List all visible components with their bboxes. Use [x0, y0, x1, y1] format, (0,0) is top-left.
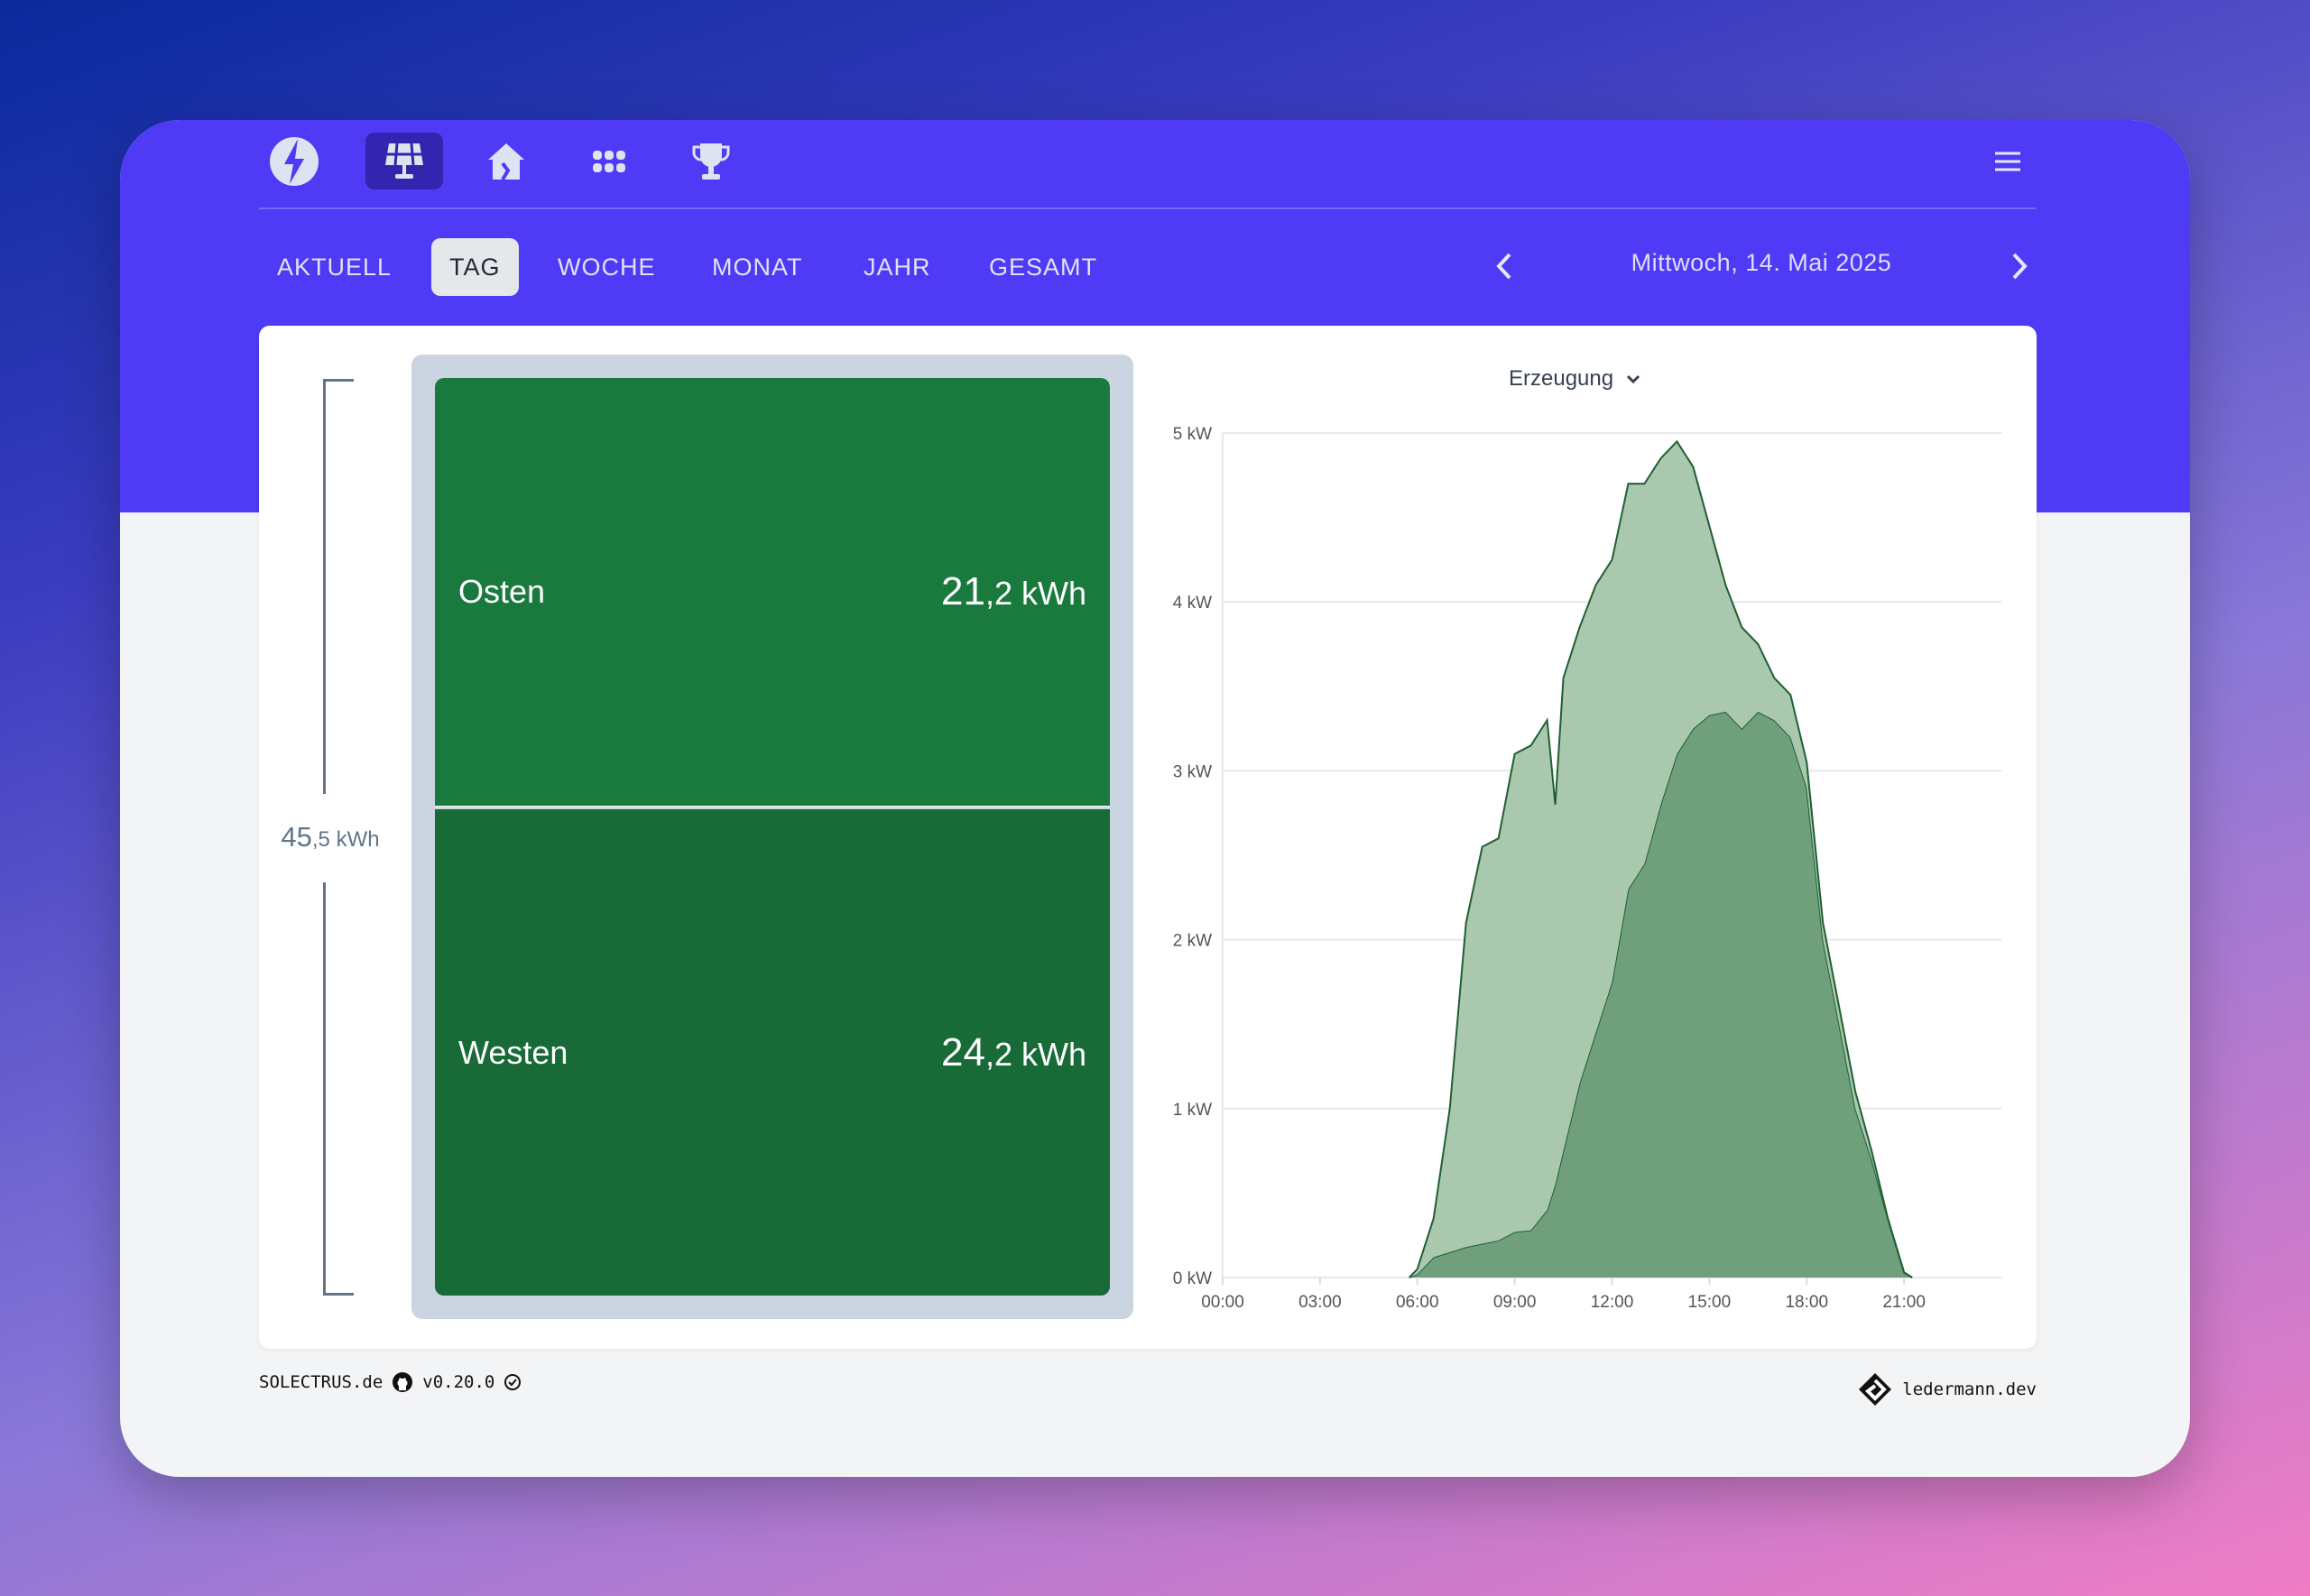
y-tick-label: 5 kW	[1173, 425, 1212, 444]
y-tick-label: 4 kW	[1173, 594, 1212, 613]
author-link[interactable]: ledermann.dev	[1902, 1379, 2037, 1399]
trophy-icon[interactable]	[672, 133, 750, 189]
version-label[interactable]: v0.20.0	[422, 1372, 495, 1392]
chevron-down-icon	[1627, 374, 1640, 384]
segment-osten[interactable]: Osten 21,2 kWh	[435, 378, 1110, 807]
x-tick-label: 15:00	[1688, 1293, 1732, 1312]
tab-aktuell[interactable]: AKTUELL	[277, 254, 393, 281]
total-bracket-bottom	[323, 882, 354, 1296]
x-tick-label: 06:00	[1396, 1293, 1439, 1312]
chevron-right-icon[interactable]	[2007, 252, 2030, 285]
total-int: 45	[281, 821, 312, 853]
solar-panel-icon[interactable]	[365, 133, 443, 189]
total-value: 45,5 kWh	[267, 821, 393, 853]
total-bracket-top	[323, 379, 354, 794]
footer-right: ledermann.dev	[1857, 1371, 2037, 1407]
y-tick-label: 1 kW	[1173, 1101, 1212, 1120]
x-tick-label: 09:00	[1493, 1293, 1537, 1312]
total-dec: ,5 kWh	[311, 827, 380, 852]
tab-gesamt[interactable]: GESAMT	[989, 254, 1098, 281]
area-westen	[1409, 711, 1913, 1278]
tab-monat[interactable]: MONAT	[712, 254, 803, 281]
footer-left: SOLECTRUS.de v0.20.0	[259, 1371, 522, 1393]
x-tick-label: 21:00	[1882, 1293, 1926, 1312]
brand-link[interactable]: SOLECTRUS.de	[259, 1372, 383, 1392]
segment-label: Westen	[458, 1033, 568, 1071]
tab-jahr[interactable]: JAHR	[864, 254, 931, 281]
chart-select-label: Erzeugung	[1509, 366, 1614, 391]
segment-westen[interactable]: Westen 24,2 kWh	[435, 809, 1110, 1296]
y-tick-label: 2 kW	[1173, 932, 1212, 951]
chart-select[interactable]: Erzeugung	[1509, 366, 1640, 392]
date-label: Mittwoch, 14. Mai 2025	[1631, 249, 1892, 276]
production-chart: 0 kW 1 kW 2 kW 3 kW 4 kW 5 kW 00:00 03:00 06:00 0…	[1173, 425, 2001, 1312]
header-divider	[259, 208, 2037, 209]
y-tick-label: 0 kW	[1173, 1269, 1212, 1288]
x-tick-label: 12:00	[1591, 1293, 1634, 1312]
line-westen	[1409, 710, 1913, 1278]
hamburger-menu-icon[interactable]	[1969, 133, 2047, 189]
grid-apps-icon[interactable]	[570, 133, 648, 189]
chevron-left-icon[interactable]	[1493, 252, 1517, 285]
tab-woche[interactable]: WOCHE	[558, 254, 656, 281]
house-icon[interactable]	[467, 133, 545, 189]
check-circle-icon	[504, 1374, 522, 1390]
segment-value: 24,2 kWh	[941, 1029, 1086, 1075]
ledermann-logo-icon[interactable]	[1857, 1371, 1893, 1407]
segment-value: 21,2 kWh	[941, 569, 1086, 613]
x-tick-label: 03:00	[1298, 1293, 1342, 1312]
segment-container: Osten 21,2 kWh Westen 24,2 kWh	[411, 355, 1133, 1319]
logo-bolt-icon[interactable]	[255, 133, 333, 189]
y-tick-label: 3 kW	[1173, 762, 1212, 781]
github-icon[interactable]	[392, 1371, 413, 1393]
x-tick-label: 00:00	[1201, 1293, 1244, 1312]
line-osten	[1409, 439, 1913, 1278]
x-tick-label: 18:00	[1785, 1293, 1828, 1312]
tab-tag[interactable]: TAG	[431, 238, 519, 296]
area-osten	[1409, 441, 1913, 1278]
segment-label: Osten	[458, 573, 546, 610]
